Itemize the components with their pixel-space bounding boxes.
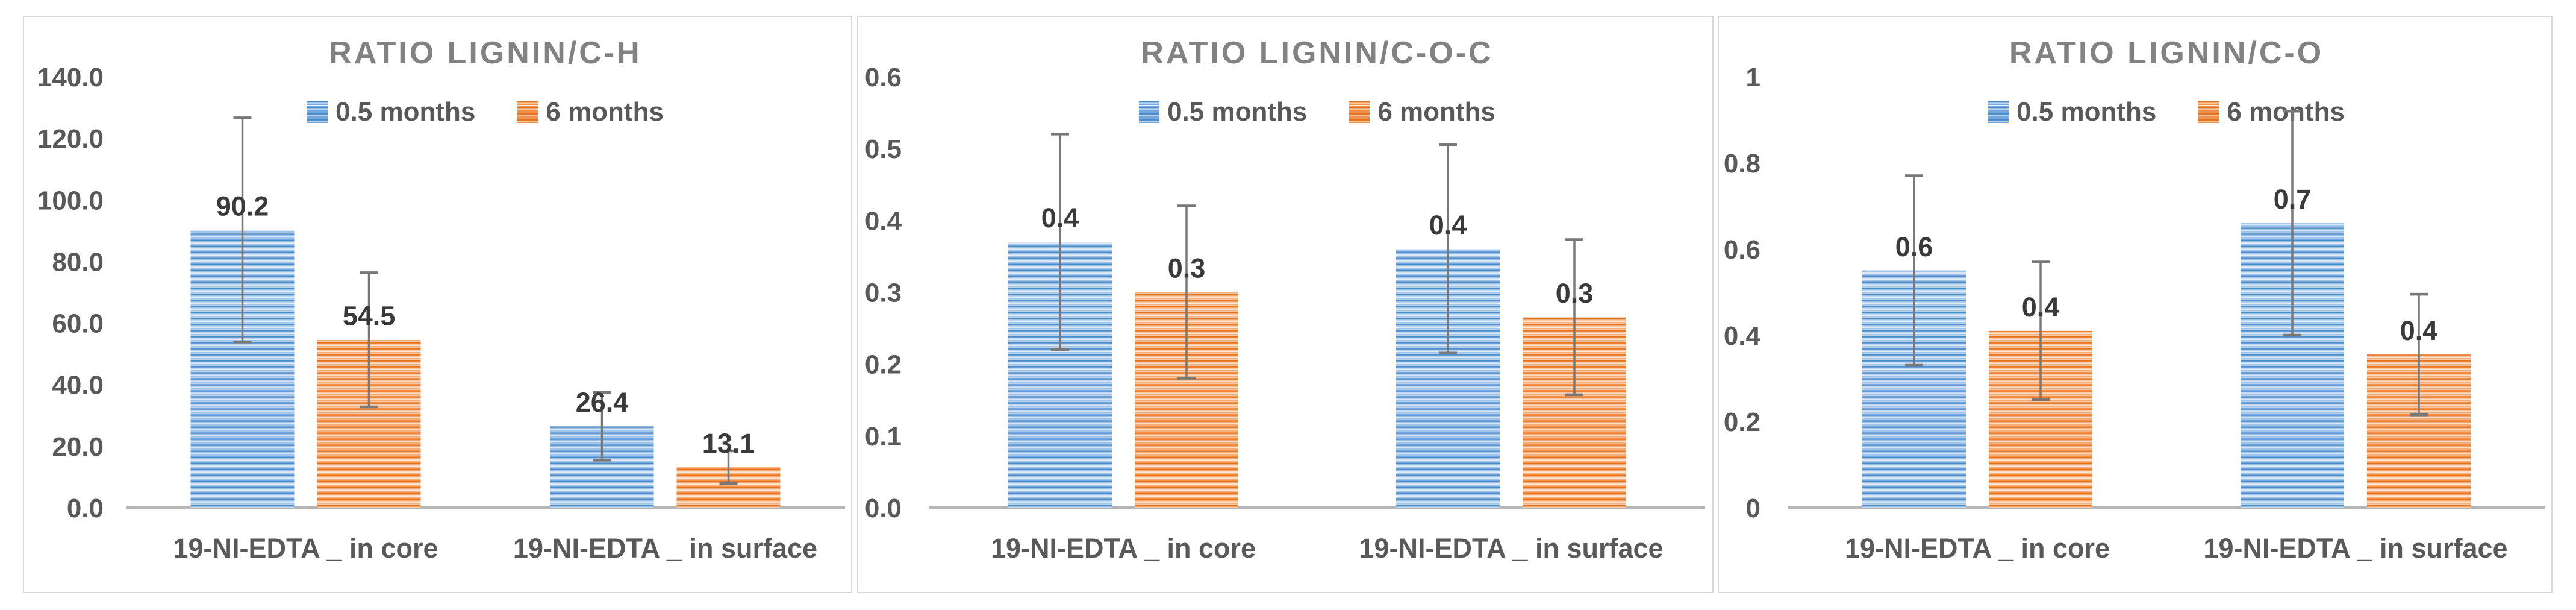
category-label: 19-NI-EDTA _ in core: [173, 533, 438, 564]
value-label: 0.4: [1041, 203, 1079, 233]
y-tick-label: 0.1: [865, 422, 902, 451]
value-label: 90.2: [216, 190, 269, 221]
y-tick-label: 0.3: [865, 278, 902, 308]
y-tick-label: 80.0: [52, 247, 104, 277]
chart-title: RATIO LIGNIN/C-O-C: [1141, 36, 1494, 71]
chart-panel-2: RATIO LIGNIN/C-O-C 0.5 months 6 months 1…: [857, 16, 1714, 593]
value-label: 0.4: [2022, 292, 2060, 322]
legend-swatch-icon: [517, 101, 538, 123]
category-axis: 19-NI-EDTA _ in core 19-NI-EDTA _ in sur…: [929, 533, 1705, 564]
chart-legend: 0.5 months 6 months: [1788, 97, 2545, 127]
category-label: 19-NI-EDTA _ in core: [1844, 533, 2110, 564]
y-tick-label: 0.6: [1724, 235, 1760, 265]
y-tick-label: 20.0: [52, 432, 104, 462]
y-tick-label: 0.2: [1724, 407, 1760, 437]
chart-plot-svg: 0 0.2 0.4 0.6 0.8 1 0.6 0.4 0.7 0.4: [1724, 63, 2545, 523]
legend-label: 6 months: [546, 97, 664, 127]
legend-item: 6 months: [1349, 97, 1495, 127]
y-tick-label: 0.8: [1724, 149, 1760, 178]
legend-label: 0.5 months: [2016, 97, 2157, 127]
chart-plot-svg: 0.0 20.0 40.0 60.0 80.0 100.0 120.0 140.0 90.2 54…: [37, 63, 845, 523]
y-tick-label: 40.0: [52, 371, 104, 400]
chart-legend: 0.5 months 6 months: [929, 97, 1705, 127]
legend-swatch-icon: [307, 101, 328, 123]
value-label: 0.4: [2400, 315, 2438, 346]
value-label: 26.4: [576, 387, 629, 418]
value-label: 0.7: [2274, 184, 2312, 215]
category-label: 19-NI-EDTA _ in surface: [2203, 533, 2508, 564]
legend-label: 0.5 months: [335, 97, 476, 127]
y-tick-label: 0: [1746, 494, 1760, 523]
chart-panel-3: RATIO LIGNIN/C-O 0.5 months 6 months 19-…: [1718, 16, 2553, 593]
legend-label: 6 months: [1377, 97, 1495, 127]
legend-swatch-icon: [2198, 101, 2219, 123]
category-label: 19-NI-EDTA _ in surface: [513, 533, 818, 564]
y-tick-label: 0.6: [865, 63, 902, 92]
y-tick-label: 0.5: [865, 134, 902, 164]
legend-swatch-icon: [1988, 101, 2009, 123]
y-tick-label: 0.2: [865, 350, 902, 380]
legend-item: 0.5 months: [307, 97, 475, 127]
legend-item: 0.5 months: [1988, 97, 2156, 127]
legend-item: 0.5 months: [1139, 97, 1307, 127]
value-label: 0.4: [1429, 210, 1467, 241]
chart-plot-svg: 0.0 0.1 0.2 0.3 0.4 0.5 0.6 0.4 0.3 0.4 0.3: [865, 63, 1705, 523]
chart-title: RATIO LIGNIN/C-H: [329, 36, 642, 71]
legend-label: 0.5 months: [1167, 97, 1308, 127]
y-tick-label: 100.0: [37, 186, 104, 215]
y-tick-label: 0.4: [1724, 321, 1761, 351]
y-tick-label: 140.0: [37, 63, 104, 92]
value-label: 13.1: [702, 428, 755, 459]
y-tick-label: 120.0: [37, 124, 104, 154]
legend-item: 6 months: [517, 97, 664, 127]
chart-panel-1: RATIO LIGNIN/C-H 0.5 months 6 months 19-…: [23, 16, 852, 593]
y-tick-label: 0.0: [67, 494, 104, 523]
y-tick-label: 0.0: [865, 494, 902, 523]
value-label: 54.5: [343, 301, 396, 332]
chart-title: RATIO LIGNIN/C-O: [2009, 36, 2324, 71]
legend-swatch-icon: [1349, 101, 1370, 123]
legend-item: 6 months: [2198, 97, 2345, 127]
value-label: 0.3: [1556, 278, 1594, 309]
category-label: 19-NI-EDTA _ in surface: [1359, 533, 1664, 564]
y-tick-label: 0.4: [865, 206, 902, 236]
y-tick-label: 60.0: [52, 309, 104, 339]
category-axis: 19-NI-EDTA _ in core 19-NI-EDTA _ in sur…: [1788, 533, 2545, 564]
value-label: 0.3: [1168, 253, 1206, 284]
legend-swatch-icon: [1139, 101, 1160, 123]
category-axis: 19-NI-EDTA _ in core 19-NI-EDTA _ in sur…: [126, 533, 845, 564]
category-label: 19-NI-EDTA _ in core: [990, 533, 1256, 564]
chart-legend: 0.5 months 6 months: [126, 97, 845, 127]
value-label: 0.6: [1895, 231, 1933, 262]
y-tick-label: 1: [1746, 63, 1760, 92]
